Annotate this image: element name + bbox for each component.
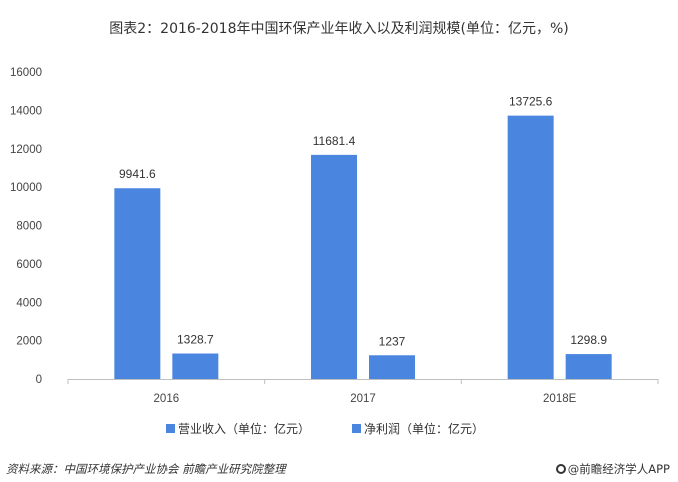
- bar-series-2: [369, 355, 415, 379]
- y-tick-label: 14000: [10, 105, 42, 117]
- x-axis: 2016 2017 2018E: [67, 379, 659, 405]
- legend-label: 营业收入（单位：亿元）: [178, 421, 310, 436]
- data-label: 1298.9: [570, 333, 607, 347]
- legend-label: 净利润（单位：亿元）: [364, 421, 484, 436]
- y-tick-label: 6000: [16, 259, 42, 271]
- legend-swatch: [166, 424, 175, 433]
- bar-series-1: [507, 115, 554, 380]
- brand-credit: @前瞻经济学人APP: [555, 461, 670, 477]
- bar-series-2: [172, 353, 219, 379]
- data-label: 1237: [379, 334, 406, 348]
- y-tick-label: 0: [36, 374, 42, 386]
- data-label: 1328.7: [177, 333, 214, 347]
- bar-series-1: [311, 154, 357, 379]
- bar-series-1: [114, 188, 161, 379]
- data-labels-group: 9941.6 11681.4 13725.6 1328.7 1237 1298.9: [119, 95, 607, 349]
- brand-credit-text: @前瞻经济学人APP: [567, 462, 670, 476]
- y-tick-label: 4000: [16, 297, 42, 309]
- x-tick-label: 2018E: [543, 393, 577, 405]
- data-label: 13725.6: [509, 95, 553, 109]
- legend-swatch: [352, 424, 361, 433]
- source-note: 资料来源：中国环境保护产业协会 前瞻产业研究院整理: [6, 462, 286, 476]
- bar-series-2: [565, 354, 612, 379]
- chart-title: 图表2：2016-2018年中国环保产业年收入以及利润规模(单位：亿元，%): [109, 21, 569, 37]
- y-tick-label: 8000: [16, 221, 42, 233]
- legend: 营业收入（单位：亿元） 净利润（单位：亿元）: [166, 421, 484, 436]
- x-tick-label: 2016: [154, 393, 180, 405]
- y-tick-label: 12000: [10, 144, 42, 156]
- bars-group: [114, 115, 612, 380]
- y-tick-label: 2000: [16, 336, 42, 348]
- y-tick-label: 16000: [10, 67, 42, 79]
- data-label: 11681.4: [313, 134, 356, 148]
- y-axis: 0 2000 4000 6000 8000 10000 12000 14000 16000: [10, 67, 42, 386]
- y-tick-label: 10000: [10, 182, 42, 194]
- data-label: 9941.6: [119, 167, 156, 181]
- x-tick-label: 2017: [350, 393, 376, 405]
- brand-logo-icon: [555, 464, 566, 474]
